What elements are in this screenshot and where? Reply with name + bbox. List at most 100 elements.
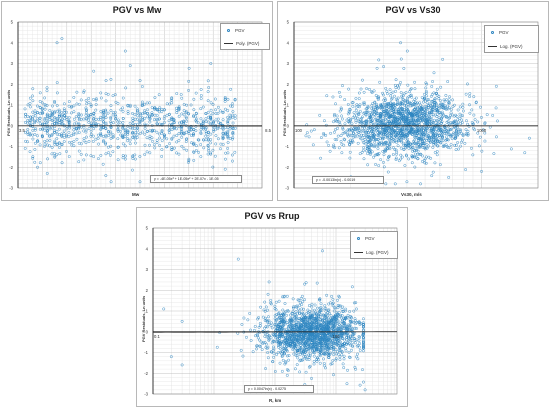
data-point xyxy=(429,156,433,160)
data-point xyxy=(423,147,427,151)
data-point xyxy=(420,116,424,120)
data-point xyxy=(382,153,386,157)
data-point xyxy=(303,346,306,350)
data-point xyxy=(374,93,378,97)
data-point xyxy=(179,126,183,130)
legend-line-icon xyxy=(488,46,497,47)
data-point xyxy=(360,115,364,119)
data-point xyxy=(65,116,69,119)
data-point xyxy=(266,308,269,312)
data-point xyxy=(72,96,76,99)
data-point xyxy=(454,133,458,137)
data-point xyxy=(145,101,149,105)
y-tick-label: 5 xyxy=(287,20,290,25)
data-point xyxy=(322,362,326,365)
data-point xyxy=(175,106,178,110)
data-point xyxy=(452,124,456,128)
data-point xyxy=(362,342,365,346)
data-point xyxy=(386,158,390,162)
data-point xyxy=(43,103,47,106)
data-point xyxy=(445,145,449,148)
data-point xyxy=(354,319,357,323)
data-point xyxy=(396,117,400,121)
data-point xyxy=(401,130,405,134)
data-point xyxy=(318,113,322,117)
data-point xyxy=(332,143,336,147)
data-point xyxy=(192,133,195,137)
data-point xyxy=(322,133,326,137)
data-point xyxy=(84,99,88,102)
data-point xyxy=(109,117,113,121)
data-point xyxy=(468,92,472,96)
data-point xyxy=(148,151,152,155)
data-point xyxy=(326,346,330,349)
data-point xyxy=(315,306,319,310)
data-point xyxy=(388,140,392,143)
x-tick-label: 3.5 xyxy=(19,128,25,133)
data-point xyxy=(114,117,117,121)
legend-marker-icon xyxy=(357,237,360,240)
data-point xyxy=(339,328,343,332)
data-point xyxy=(276,340,280,344)
data-point xyxy=(405,180,409,184)
data-point xyxy=(402,92,406,96)
data-point xyxy=(197,138,201,142)
data-point xyxy=(444,127,448,130)
data-point xyxy=(381,126,385,130)
data-point xyxy=(430,127,433,131)
data-point xyxy=(362,111,366,115)
data-point xyxy=(223,96,227,99)
data-point xyxy=(332,309,336,313)
data-point xyxy=(312,359,316,363)
legend-entry: Log. (PGV) xyxy=(354,249,395,256)
data-point xyxy=(273,307,277,311)
trendline xyxy=(152,331,398,333)
data-point xyxy=(396,102,400,106)
data-point xyxy=(409,87,413,91)
data-point xyxy=(483,121,487,125)
data-point xyxy=(121,106,125,110)
data-point xyxy=(424,91,428,95)
data-point xyxy=(92,115,96,119)
data-point xyxy=(206,110,210,114)
data-point xyxy=(488,125,492,129)
data-point xyxy=(304,334,308,338)
data-point xyxy=(264,316,268,320)
data-point xyxy=(438,163,442,167)
data-point xyxy=(355,127,359,131)
data-point xyxy=(315,348,318,352)
data-point xyxy=(444,93,448,97)
data-point xyxy=(99,117,103,121)
data-point xyxy=(364,130,367,134)
data-point xyxy=(376,147,380,150)
data-point xyxy=(336,323,340,327)
data-point xyxy=(278,327,282,331)
data-point xyxy=(407,122,411,125)
data-point xyxy=(362,380,365,384)
data-point xyxy=(282,320,286,324)
data-point xyxy=(134,141,137,145)
data-point xyxy=(364,142,368,146)
data-point xyxy=(330,362,334,366)
data-point xyxy=(55,91,59,95)
data-point xyxy=(399,81,402,84)
data-point xyxy=(266,292,270,296)
data-point xyxy=(67,104,71,108)
data-point xyxy=(126,131,130,134)
data-point xyxy=(287,336,291,340)
data-point xyxy=(422,97,426,101)
data-point xyxy=(275,324,279,328)
data-point xyxy=(77,160,81,164)
data-point xyxy=(415,152,419,156)
data-point xyxy=(345,326,349,330)
data-point xyxy=(221,136,225,140)
data-point xyxy=(62,140,66,143)
y-tick-label: 1 xyxy=(146,309,149,314)
data-point xyxy=(429,129,433,132)
data-point xyxy=(96,133,100,137)
data-point xyxy=(346,112,350,116)
data-point xyxy=(35,117,39,121)
data-point xyxy=(447,98,451,102)
data-point xyxy=(211,111,215,115)
